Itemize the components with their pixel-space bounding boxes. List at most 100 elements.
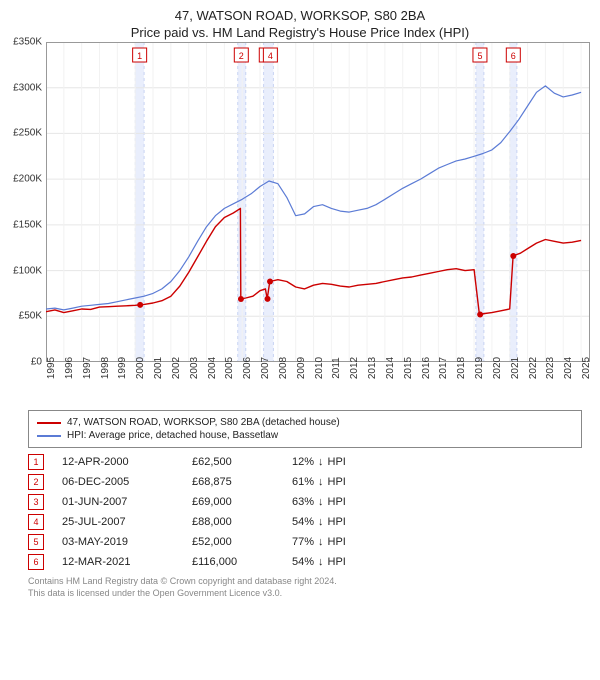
transaction-row: 2 06-DEC-2005£68,87561% ↓ HPI <box>28 474 582 490</box>
footer-line-2: This data is licensed under the Open Gov… <box>28 588 582 600</box>
svg-text:1: 1 <box>137 51 142 61</box>
x-tick-label: 2023 <box>545 357 556 379</box>
x-tick-label: 2007 <box>260 357 271 379</box>
transaction-marker: 5 <box>28 534 44 550</box>
transaction-diff: 77%↓HPI <box>292 536 382 548</box>
diff-suffix: HPI <box>328 496 346 508</box>
x-tick-label: 1998 <box>100 357 111 379</box>
transaction-row: 3 01-JUN-2007£69,00063% ↓ HPI <box>28 494 582 510</box>
legend-swatch <box>37 435 61 437</box>
transaction-price: £52,000 <box>192 536 292 548</box>
x-tick-label: 2001 <box>153 357 164 379</box>
arrow-down-icon: ↓ <box>318 556 324 568</box>
transaction-diff: 63% ↓ HPI <box>292 496 382 508</box>
chart-title-address: 47, WATSON ROAD, WORKSOP, S80 2BA <box>10 8 590 23</box>
x-tick-label: 2009 <box>296 357 307 379</box>
diff-percent: 54% <box>292 516 314 528</box>
x-tick-label: 2000 <box>135 357 146 379</box>
svg-text:2: 2 <box>239 51 244 61</box>
legend: 47, WATSON ROAD, WORKSOP, S80 2BA (detac… <box>28 410 582 448</box>
transaction-marker: 2 <box>28 474 44 490</box>
transaction-marker: 6 <box>28 554 44 570</box>
chart-titles: 47, WATSON ROAD, WORKSOP, S80 2BA Price … <box>0 0 600 42</box>
diff-suffix: HPI <box>328 556 346 568</box>
diff-percent: 12% <box>292 456 314 468</box>
legend-item: HPI: Average price, detached house, Bass… <box>37 430 573 441</box>
x-tick-label: 2019 <box>474 357 485 379</box>
diff-suffix: HPI <box>328 536 346 548</box>
x-tick-label: 1999 <box>117 357 128 379</box>
arrow-down-icon: ↓ <box>318 496 324 508</box>
x-tick-label: 2021 <box>510 357 521 379</box>
x-axis-labels: 1995199619971998199920002001200220032004… <box>46 362 590 402</box>
x-tick-label: 2017 <box>438 357 449 379</box>
transaction-diff: 54% ↓ HPI <box>292 556 382 568</box>
y-tick-label: £0 <box>31 357 42 368</box>
transaction-price: £116,000 <box>192 556 292 568</box>
transaction-marker: 4 <box>28 514 44 530</box>
transaction-row: 6 12-MAR-2021£116,00054% ↓ HPI <box>28 554 582 570</box>
legend-label: 47, WATSON ROAD, WORKSOP, S80 2BA (detac… <box>67 417 340 428</box>
transaction-date: 03-MAY-2019 <box>62 536 192 548</box>
arrow-down-icon: ↓ <box>318 456 324 468</box>
x-tick-label: 2011 <box>331 357 342 379</box>
transaction-diff: 12%↓HPI <box>292 456 382 468</box>
transaction-date: 06-DEC-2005 <box>62 476 192 488</box>
y-tick-label: £350K <box>13 37 42 48</box>
diff-suffix: HPI <box>328 516 346 528</box>
x-tick-label: 2005 <box>224 357 235 379</box>
transaction-price: £69,000 <box>192 496 292 508</box>
footer-attribution: Contains HM Land Registry data © Crown c… <box>28 576 582 599</box>
arrow-down-icon: ↓ <box>318 476 324 488</box>
diff-suffix: HPI <box>328 476 346 488</box>
x-tick-label: 2002 <box>171 357 182 379</box>
x-tick-label: 2024 <box>563 357 574 379</box>
svg-text:6: 6 <box>511 51 516 61</box>
page: 47, WATSON ROAD, WORKSOP, S80 2BA Price … <box>0 0 600 599</box>
transactions-table: 112-APR-2000£62,50012%↓HPI206-DEC-2005£6… <box>28 454 582 570</box>
y-tick-label: £250K <box>13 128 42 139</box>
svg-text:4: 4 <box>268 51 273 61</box>
transaction-price: £68,875 <box>192 476 292 488</box>
diff-percent: 77% <box>292 536 314 548</box>
x-tick-label: 2015 <box>403 357 414 379</box>
transaction-date: 12-MAR-2021 <box>62 556 192 568</box>
diff-percent: 54% <box>292 556 314 568</box>
diff-percent: 61% <box>292 476 314 488</box>
x-tick-label: 2004 <box>207 357 218 379</box>
transaction-diff: 54% ↓ HPI <box>292 516 382 528</box>
x-tick-label: 2020 <box>492 357 503 379</box>
x-tick-label: 2003 <box>189 357 200 379</box>
transaction-diff: 61% ↓ HPI <box>292 476 382 488</box>
price-chart: 123456 <box>46 42 590 362</box>
transaction-marker: 3 <box>28 494 44 510</box>
x-tick-label: 2014 <box>385 357 396 379</box>
diff-percent: 63% <box>292 496 314 508</box>
x-tick-label: 1997 <box>82 357 93 379</box>
x-tick-label: 2025 <box>581 357 592 379</box>
x-tick-label: 2016 <box>421 357 432 379</box>
y-tick-label: £300K <box>13 82 42 93</box>
legend-swatch <box>37 422 61 424</box>
svg-text:5: 5 <box>477 51 482 61</box>
x-tick-label: 2006 <box>242 357 253 379</box>
transaction-price: £88,000 <box>192 516 292 528</box>
transaction-price: £62,500 <box>192 456 292 468</box>
transaction-marker: 1 <box>28 454 44 470</box>
x-tick-label: 1996 <box>64 357 75 379</box>
legend-item: 47, WATSON ROAD, WORKSOP, S80 2BA (detac… <box>37 417 573 428</box>
y-tick-label: £50K <box>19 311 42 322</box>
legend-label: HPI: Average price, detached house, Bass… <box>67 430 278 441</box>
y-tick-label: £100K <box>13 265 42 276</box>
x-tick-label: 2013 <box>367 357 378 379</box>
transaction-date: 25-JUL-2007 <box>62 516 192 528</box>
y-tick-label: £150K <box>13 219 42 230</box>
x-tick-label: 2008 <box>278 357 289 379</box>
transaction-row: 4 25-JUL-2007£88,00054% ↓ HPI <box>28 514 582 530</box>
transaction-row: 5 03-MAY-2019£52,00077%↓HPI <box>28 534 582 550</box>
x-tick-label: 2022 <box>528 357 539 379</box>
footer-line-1: Contains HM Land Registry data © Crown c… <box>28 576 582 588</box>
arrow-down-icon: ↓ <box>318 516 324 528</box>
transaction-date: 01-JUN-2007 <box>62 496 192 508</box>
chart-area: £0£50K£100K£150K£200K£250K£300K£350K 123… <box>46 42 590 362</box>
